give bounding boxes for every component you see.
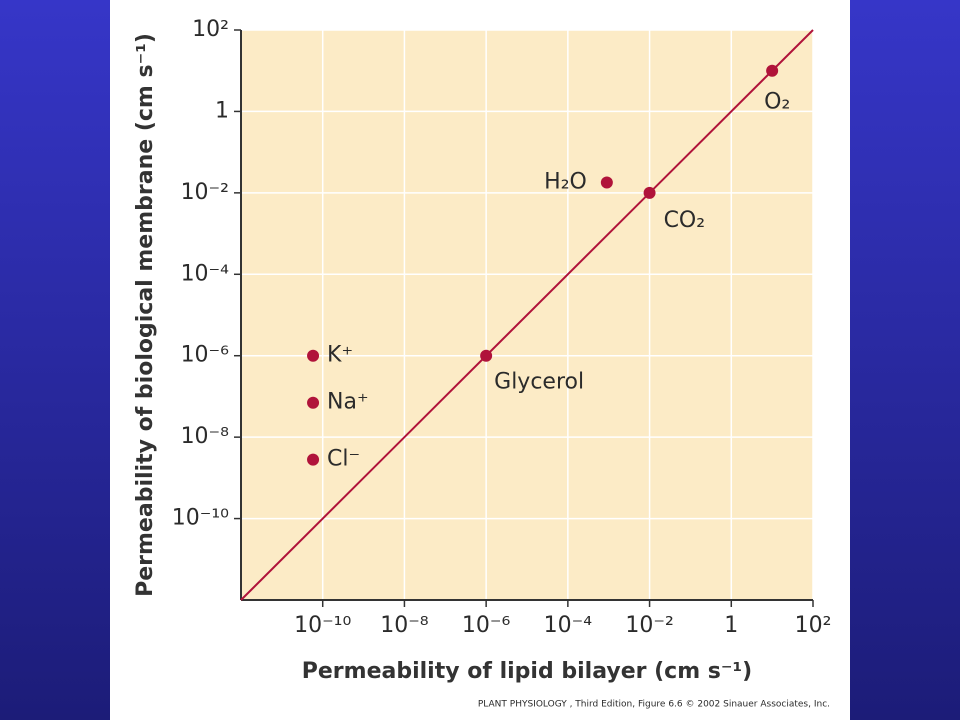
y-tick-label: 10⁻⁸ xyxy=(181,424,230,449)
x-tick-label: 10⁻¹⁰ xyxy=(294,613,351,638)
point-label: Glycerol xyxy=(494,370,584,395)
y-tick-label: 10² xyxy=(192,17,229,42)
x-tick-label: 10⁻⁸ xyxy=(380,613,429,638)
point-label: O₂ xyxy=(764,90,790,115)
data-point xyxy=(643,186,656,199)
identity-line xyxy=(240,29,814,601)
x-axis-label: Permeability of lipid bilayer (cm s⁻¹) xyxy=(302,659,752,684)
y-axis-label: Permeability of biological membrane (cm … xyxy=(133,33,158,597)
x-tick-label: 10² xyxy=(795,613,832,638)
point-label: Na⁺ xyxy=(327,390,369,415)
y-tick-label: 1 xyxy=(215,98,229,123)
x-tick-label: 10⁻⁶ xyxy=(462,613,511,638)
point-label: Cl⁻ xyxy=(327,447,360,472)
data-point xyxy=(307,396,320,409)
source-note: PLANT PHYSIOLOGY , Third Edition, Figure… xyxy=(478,700,830,710)
data-point xyxy=(307,349,320,362)
x-tick-label: 10⁻² xyxy=(625,613,673,638)
data-point xyxy=(480,349,493,362)
y-tick-label: 10⁻⁴ xyxy=(181,261,230,286)
x-tick-label: 1 xyxy=(724,613,738,638)
data-point xyxy=(307,453,320,466)
y-tick-label: 10⁻² xyxy=(181,180,229,205)
y-tick-label: 10⁻⁶ xyxy=(181,343,230,368)
data-point xyxy=(766,64,779,77)
point-label: H₂O xyxy=(544,169,587,194)
y-tick-label: 10⁻¹⁰ xyxy=(172,506,229,531)
data-point xyxy=(600,176,613,189)
x-tick-label: 10⁻⁴ xyxy=(544,613,593,638)
point-label: K⁺ xyxy=(327,343,353,368)
point-label: CO₂ xyxy=(664,208,706,233)
